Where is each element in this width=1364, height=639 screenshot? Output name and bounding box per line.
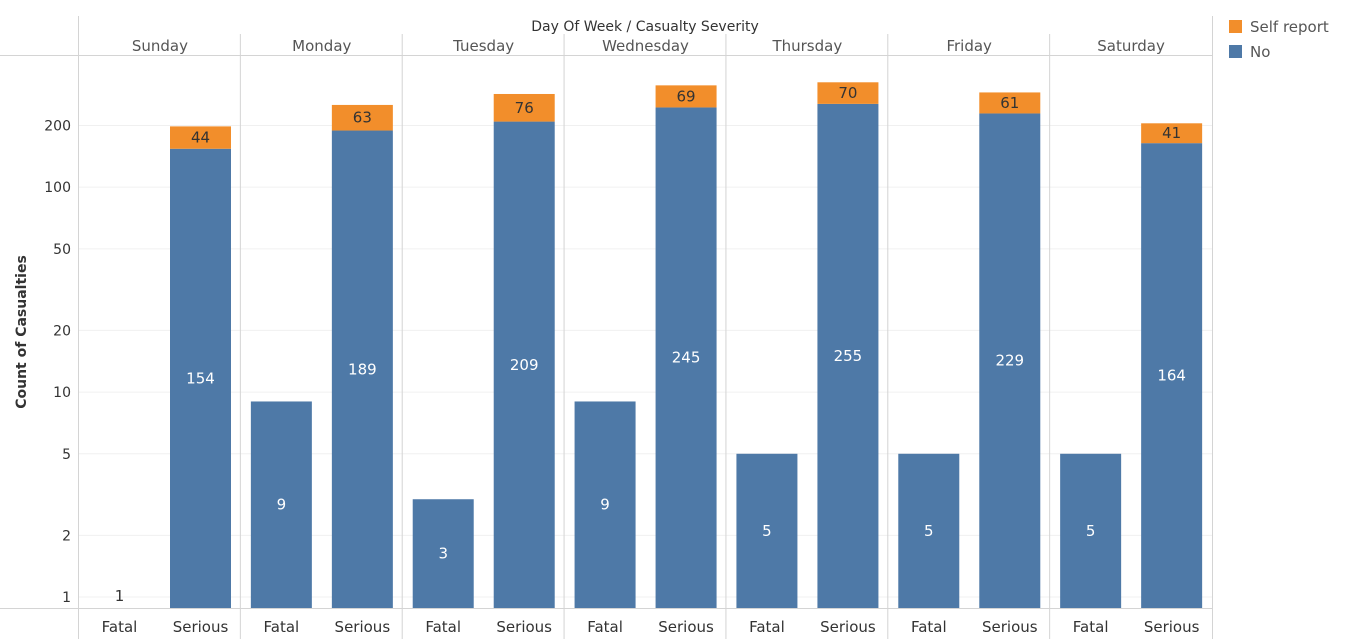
data-label-no: 154	[186, 369, 215, 387]
bar-no	[493, 121, 555, 608]
category-label: Serious	[173, 618, 229, 636]
bar-self-report	[493, 93, 555, 122]
category-label: Fatal	[425, 618, 461, 636]
bar-self-report	[1141, 123, 1203, 144]
bar-no	[574, 401, 636, 608]
chart-frame	[0, 16, 1213, 639]
y-tick-label: 20	[53, 323, 71, 339]
day-header: Monday	[292, 37, 351, 55]
data-labels: 1 154 44 9 189 63 3 209 76 9 245 69 5 255 70 5 229 61 5 164…	[115, 84, 1186, 605]
day-header: Friday	[946, 37, 992, 55]
data-label-self-report: 76	[515, 99, 534, 117]
category-label: Fatal	[102, 618, 138, 636]
data-label-no: 1	[115, 587, 125, 605]
bar-self-report	[170, 126, 231, 149]
bar-no	[1060, 453, 1122, 608]
category-labels: Fatal Serious Fatal Serious Fatal Serious Fata…	[102, 618, 1200, 636]
category-label: Serious	[982, 618, 1038, 636]
category-label: Serious	[1144, 618, 1200, 636]
data-label-self-report: 70	[838, 84, 857, 102]
category-label: Fatal	[587, 618, 623, 636]
bar-no	[250, 401, 312, 608]
data-label-no: 209	[510, 356, 539, 374]
legend-swatch	[1229, 20, 1242, 33]
day-header: Saturday	[1097, 37, 1165, 55]
legend-swatch	[1229, 45, 1242, 58]
day-header: Wednesday	[602, 37, 689, 55]
data-label-no: 255	[834, 347, 863, 365]
data-label-no: 245	[672, 349, 701, 367]
bar-self-report	[331, 104, 393, 131]
category-label: Fatal	[749, 618, 785, 636]
data-label-no: 229	[995, 352, 1024, 370]
category-label: Serious	[335, 618, 391, 636]
bar-no	[655, 107, 717, 609]
day-header: Tuesday	[452, 37, 514, 55]
data-label-no: 5	[924, 522, 934, 540]
data-label-no: 3	[438, 545, 448, 563]
bar-no	[736, 453, 798, 608]
y-axis: 1 2 5 10 20 50 100 200	[44, 119, 71, 607]
y-tick-label: 2	[62, 528, 71, 544]
data-label-no: 5	[1086, 522, 1096, 540]
y-tick-label: 1	[62, 590, 71, 606]
category-label: Serious	[496, 618, 552, 636]
bar-no	[412, 499, 474, 608]
category-label: Fatal	[264, 618, 300, 636]
legend-label: No	[1250, 43, 1270, 61]
bar-no	[817, 103, 879, 608]
y-tick-label: 100	[44, 180, 71, 196]
y-tick-label: 5	[62, 447, 71, 463]
category-label: Fatal	[911, 618, 947, 636]
data-label-no: 164	[1157, 367, 1186, 385]
y-tick-label: 10	[53, 385, 71, 401]
bar-self-report	[655, 85, 717, 108]
bar-no	[170, 148, 231, 609]
data-label-no: 189	[348, 360, 377, 378]
data-label-no: 9	[277, 496, 287, 514]
legend-label: Self report	[1250, 18, 1329, 36]
legend: Self report No	[1229, 18, 1329, 61]
data-label-no: 9	[600, 496, 610, 514]
day-header: Thursday	[771, 37, 842, 55]
category-label: Serious	[820, 618, 876, 636]
chart-title: Day Of Week / Casualty Severity	[531, 19, 759, 35]
bar-self-report	[979, 92, 1041, 114]
data-label-self-report: 69	[677, 87, 696, 105]
bar-no	[1141, 143, 1203, 608]
category-label: Fatal	[1073, 618, 1109, 636]
data-label-self-report: 61	[1000, 94, 1019, 112]
bar-no	[898, 453, 960, 608]
bars	[170, 82, 1203, 609]
grid-lines	[79, 125, 1212, 598]
data-label-self-report: 41	[1162, 124, 1181, 142]
data-label-self-report: 44	[191, 129, 210, 147]
y-axis-label: Count of Casualties	[14, 255, 30, 409]
day-header: Sunday	[132, 37, 188, 55]
y-tick-label: 200	[44, 119, 71, 135]
bar-no	[331, 130, 393, 608]
bar-self-report	[817, 82, 879, 104]
category-label: Serious	[658, 618, 714, 636]
data-label-no: 5	[762, 522, 772, 540]
group-headers: Day Of Week / Casualty Severity Sunday Mo…	[132, 19, 1165, 55]
data-label-self-report: 63	[353, 109, 372, 127]
bar-no	[979, 113, 1041, 609]
y-tick-label: 50	[53, 242, 71, 258]
